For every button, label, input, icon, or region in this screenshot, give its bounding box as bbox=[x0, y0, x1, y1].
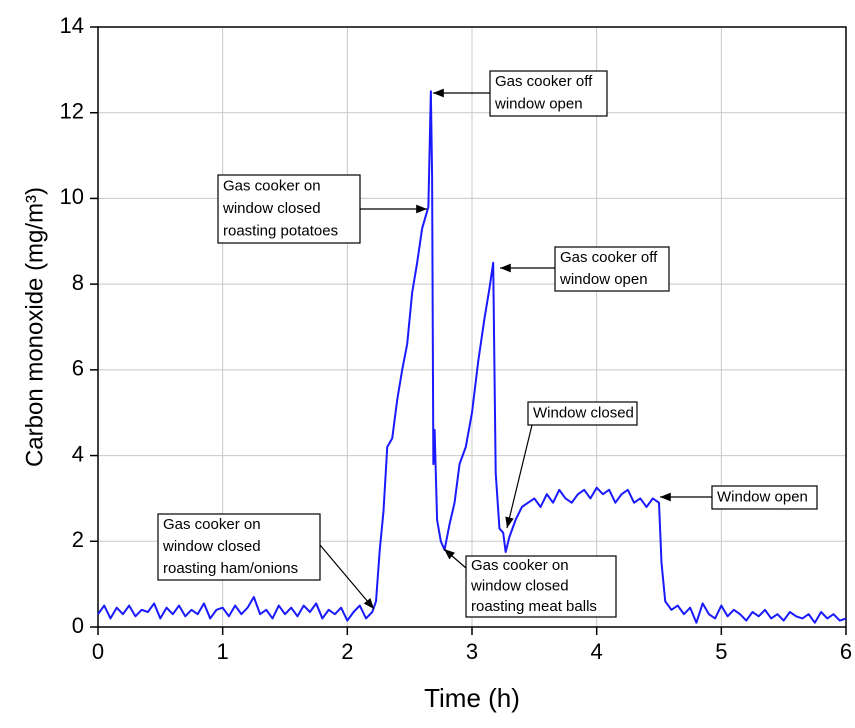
annotation-text: roasting ham/onions bbox=[163, 560, 298, 577]
annotation-text: Gas cooker on bbox=[223, 177, 321, 194]
annotation-text: Gas cooker on bbox=[163, 516, 261, 533]
x-tick-label: 3 bbox=[466, 639, 478, 664]
annotation-text: Window closed bbox=[533, 404, 634, 421]
annotation-box bbox=[527, 401, 638, 426]
y-tick-label: 10 bbox=[60, 184, 84, 209]
x-tick-label: 2 bbox=[341, 639, 353, 664]
annotation-text: window closed bbox=[470, 577, 569, 594]
annotation-text: roasting meat balls bbox=[471, 598, 597, 615]
y-tick-label: 14 bbox=[60, 13, 84, 38]
y-tick-label: 6 bbox=[72, 356, 84, 381]
annotation-text: window open bbox=[494, 96, 583, 113]
annotation-arrow bbox=[319, 544, 375, 610]
annotation-text: window closed bbox=[162, 538, 261, 555]
y-tick-label: 2 bbox=[72, 527, 84, 552]
x-tick-label: 1 bbox=[217, 639, 229, 664]
annotation-text: window closed bbox=[222, 200, 321, 217]
y-axis-label: Carbon monoxide (mg/m³) bbox=[21, 187, 48, 467]
y-tick-label: 12 bbox=[60, 99, 84, 124]
y-tick-label: 8 bbox=[72, 270, 84, 295]
annotation-text: Gas cooker off bbox=[560, 249, 658, 266]
annotation-text: Gas cooker off bbox=[495, 73, 593, 90]
x-tick-label: 6 bbox=[840, 639, 852, 664]
y-tick-label: 0 bbox=[72, 613, 84, 638]
annotation-box bbox=[554, 246, 670, 292]
plot-frame bbox=[97, 26, 847, 628]
annotation-box bbox=[217, 174, 361, 244]
annotation-box bbox=[157, 513, 321, 581]
annotation-text: Window open bbox=[717, 488, 808, 505]
y-tick-label: 4 bbox=[72, 441, 84, 466]
annotation-arrow bbox=[505, 424, 533, 529]
x-tick-label: 4 bbox=[591, 639, 603, 664]
x-tick-label: 5 bbox=[715, 639, 727, 664]
annotation-text: roasting potatoes bbox=[223, 223, 338, 240]
annotation-box bbox=[465, 555, 617, 618]
annotation-text: window open bbox=[559, 271, 648, 288]
annotation-text: Gas cooker on bbox=[471, 557, 569, 574]
x-tick-label: 0 bbox=[92, 639, 104, 664]
annotation-arrow bbox=[443, 548, 467, 569]
annotation-box bbox=[489, 70, 608, 117]
data-line bbox=[97, 90, 847, 624]
x-axis-label: Time (h) bbox=[424, 683, 520, 713]
